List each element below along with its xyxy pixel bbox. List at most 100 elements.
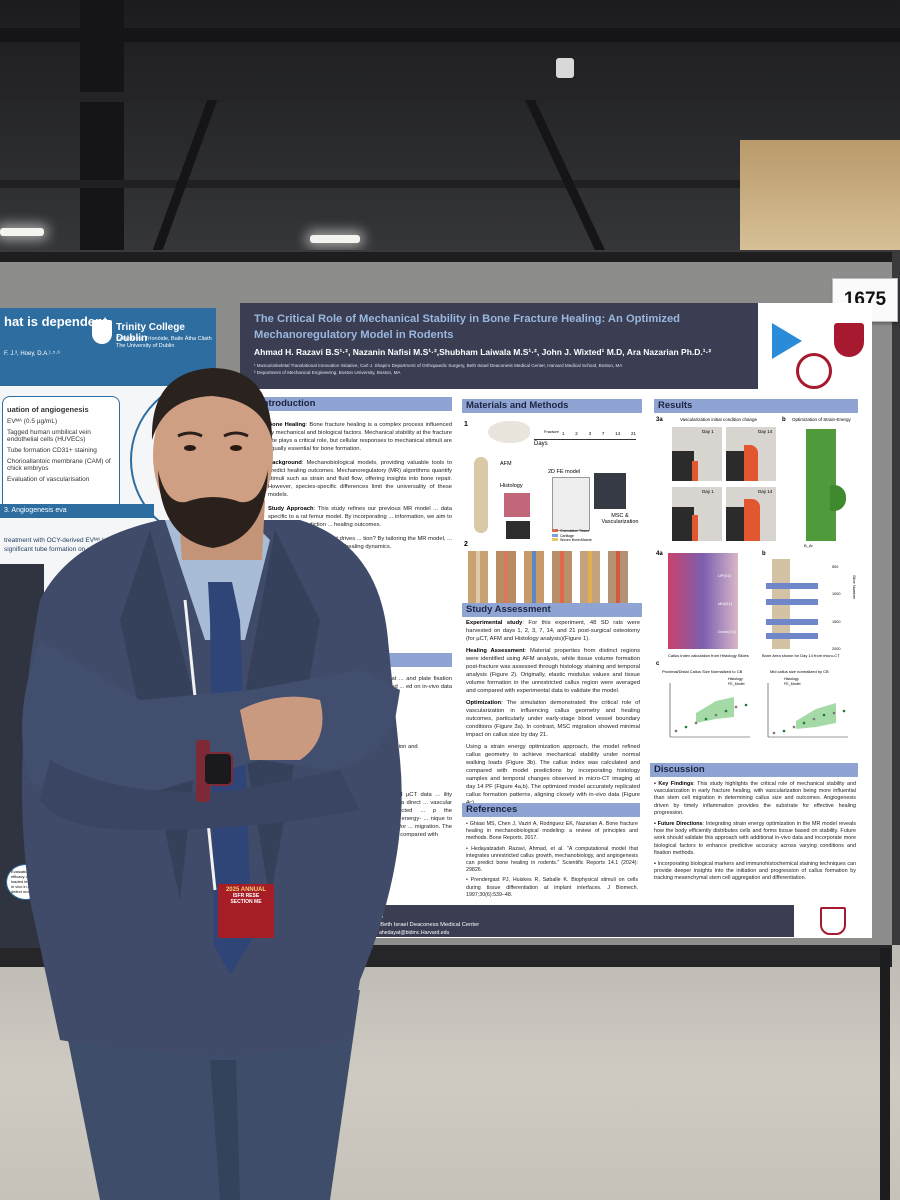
vasc-sim-day1-bottom bbox=[672, 487, 722, 541]
up-label: UP(X2) bbox=[718, 573, 732, 578]
histology-label: Histology bbox=[500, 483, 523, 489]
plot-point bbox=[782, 729, 786, 733]
plot2-title: Mid callus size normalized by CB bbox=[770, 669, 829, 674]
harvard-shield-icon bbox=[834, 323, 864, 357]
vasc-sim-day14-top bbox=[726, 427, 776, 481]
optimization-label: Optimization bbox=[466, 700, 502, 706]
figure-1-label: 1 bbox=[464, 421, 468, 428]
histology-image bbox=[504, 493, 530, 517]
methods-heading-2 bbox=[330, 653, 452, 667]
intro-text-7: ... ictions were ... and µCT data ... il… bbox=[340, 792, 452, 838]
introduction-heading: Introduction bbox=[256, 397, 452, 411]
ceiling-truss bbox=[525, 100, 605, 250]
day1-label-2: Day 1 bbox=[702, 489, 714, 494]
left-poster: hat is dependent Trinity College Dublin … bbox=[0, 308, 216, 948]
left-poster-authors: F. J.³, Hoey, D.A.¹·⁵·⁶ bbox=[4, 351, 60, 357]
institution-name: Trinity College Dublin bbox=[116, 322, 185, 344]
day1-label: Day 1 bbox=[702, 429, 714, 434]
vasc-sim-day1-top bbox=[672, 427, 722, 481]
discussion-item: • Key Findings: This study highlights th… bbox=[654, 781, 856, 816]
poster-affiliations: ¹ Musculoskeletal Translational Innovati… bbox=[254, 363, 744, 377]
figure-4a-label: 4a bbox=[656, 551, 663, 557]
afm-label: AFM bbox=[500, 461, 512, 467]
timeline-ticks: 1 2 3 7 14 21 bbox=[562, 431, 636, 439]
figure-2-label: 2 bbox=[464, 541, 468, 548]
ceiling-beam bbox=[0, 92, 900, 102]
plot-point bbox=[792, 725, 796, 729]
rat-icon bbox=[488, 421, 530, 443]
box-huvec: Tagged human umbilical vein endothelial … bbox=[7, 429, 91, 443]
introduction-text: Bone Healing: Bone fracture healing is a… bbox=[268, 421, 452, 557]
figure-3a-label: 3a bbox=[656, 417, 663, 423]
b-ar-label: B_Ar bbox=[804, 543, 813, 548]
plot1-legend-histology: Histology bbox=[728, 677, 743, 681]
left-poster-header: hat is dependent Trinity College Dublin … bbox=[0, 308, 216, 386]
mtii-logo-icon bbox=[772, 323, 802, 359]
poster-footer: hmad H. Razavi on University | Beth Isra… bbox=[240, 905, 794, 937]
healing-strip bbox=[468, 551, 488, 603]
background-text: : Mechanobiological models, providing va… bbox=[268, 460, 452, 498]
plot-point bbox=[832, 711, 836, 715]
days-label: Days bbox=[534, 441, 548, 447]
vascularization-image bbox=[594, 473, 626, 509]
ceiling-beam bbox=[0, 180, 760, 188]
poster-authors: Ahmad H. Razavi B.S¹·², Nazanin Nafisi M… bbox=[254, 347, 712, 357]
slice-tick: 1500 bbox=[832, 619, 841, 624]
slice-number-label: Slice Number bbox=[852, 575, 857, 600]
timeline-tick: 21 bbox=[630, 431, 636, 436]
footer-emails: adhzr@bu.edu, ahedayat@bidmc.Harvard.edu bbox=[342, 930, 450, 936]
fe-mesh-image bbox=[552, 477, 590, 531]
angiogenesis-box: uation of angiogenesis EVᴹᴬ (0.5 µg/mL) … bbox=[2, 396, 120, 514]
plot-point bbox=[694, 721, 698, 725]
left-poster-title: hat is dependent bbox=[4, 314, 108, 329]
plot-point bbox=[684, 725, 688, 729]
slice-tick: 1000 bbox=[832, 592, 841, 597]
fe-model-label: 2D FE model bbox=[548, 469, 581, 475]
timeline-tick: 2 bbox=[575, 431, 578, 436]
plot-point bbox=[674, 729, 678, 733]
plot-point bbox=[734, 705, 738, 709]
box-dose: EVᴹᴬ (0.5 µg/mL) bbox=[7, 418, 58, 425]
intro-text-5: ... ent model of a rat ... and plate fix… bbox=[340, 676, 452, 698]
discussion-heading: Discussion bbox=[650, 763, 858, 777]
mid-label: Mid(X1) bbox=[718, 601, 733, 606]
intro-text-4: ... ses a key question: what drives ... … bbox=[268, 536, 452, 550]
poster-header: The Critical Role of Mechanical Stabilit… bbox=[240, 303, 758, 389]
plot1-title: Proximal/Distal Callus Size Normalized t… bbox=[662, 669, 743, 674]
healing-strip bbox=[580, 551, 600, 603]
poster-board-leg bbox=[880, 948, 890, 1200]
plot1-legend-fe: FE_Model bbox=[728, 682, 745, 686]
healing-strip bbox=[524, 551, 544, 603]
affiliation-2: ² Department of Mechanical Engineering, … bbox=[254, 369, 401, 375]
footer-name: hmad H. Razavi bbox=[342, 914, 384, 920]
figure-3b-title: Optimization of Strain-Energy bbox=[792, 417, 851, 422]
institution-subtitle: Coláiste na Tríonóide, Baile Átha Cliath… bbox=[116, 336, 212, 349]
study-approach-label: Study Approach bbox=[268, 506, 314, 512]
plot-point bbox=[704, 717, 708, 721]
plot1-band bbox=[696, 697, 734, 723]
floor bbox=[0, 945, 900, 1200]
plot1 bbox=[669, 683, 750, 738]
reference-item: • Ghiasi MS, Chen J, Vaziri A, Rodriguez… bbox=[466, 821, 638, 842]
timeline-tick: 3 bbox=[588, 431, 592, 436]
optimization-text: : The simulation demonstrated the critic… bbox=[466, 700, 640, 738]
experimental-study-text: : For this experiment, 48 SD rats were h… bbox=[466, 620, 640, 642]
healing-timeline-strips bbox=[468, 551, 636, 603]
legend-entry: Granulation Tissue bbox=[552, 529, 592, 534]
microct-image bbox=[506, 521, 530, 539]
methods-figure: 1 Days Fracture 1 2 3 7 14 21 AFM Histology 2… bbox=[462, 417, 642, 603]
histology-caption: Callus Index calculation from Histology … bbox=[668, 653, 749, 658]
results-figure: 3a Vascularization initial condition cha… bbox=[654, 415, 858, 751]
slice-tick: 500 bbox=[832, 565, 839, 569]
results-heading: Results bbox=[654, 399, 858, 413]
plot-point bbox=[822, 713, 826, 717]
bone-healing-label: Bone Healing bbox=[268, 422, 306, 428]
msc-label: MSC & Vascularization bbox=[601, 513, 639, 525]
plot-point bbox=[714, 713, 718, 717]
ceiling-beam bbox=[0, 28, 900, 42]
healing-assessment-label: Healing Assessment bbox=[466, 648, 525, 654]
methods-legend: Granulation Tissue Cartilage Woven Bone/Ma… bbox=[552, 529, 592, 543]
discussion-item: • Incorporating biological markers and i… bbox=[654, 861, 857, 882]
methods-heading: Materials and Methods bbox=[462, 399, 642, 413]
screw-3 bbox=[766, 619, 818, 625]
